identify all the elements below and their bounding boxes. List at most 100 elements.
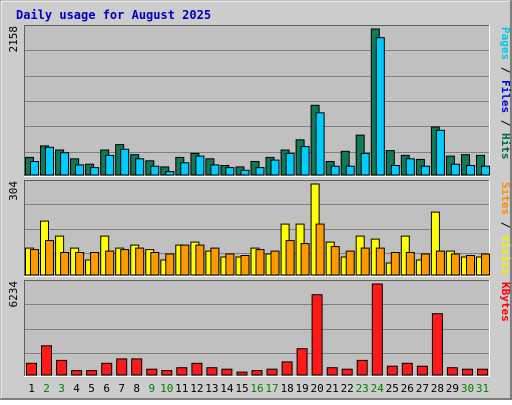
x-tick-label-18: 18 — [280, 382, 293, 395]
bar-visits-sites-4 — [75, 252, 85, 276]
bar-hits-files-15 — [240, 169, 250, 176]
bar-hits-files-14 — [225, 167, 235, 176]
bar-hits-files-30 — [466, 165, 475, 176]
x-tick-label-13: 13 — [205, 382, 218, 395]
bar-hits-files-16 — [255, 167, 265, 176]
bar-hits-files-2 — [45, 146, 54, 176]
bar-hits-files-26 — [405, 158, 415, 176]
bar-visits-sites-9 — [150, 252, 160, 276]
bar-kbytes-kbytes-6 — [101, 362, 113, 376]
x-tick-label-14: 14 — [220, 382, 234, 395]
bar-visits-sites-6 — [105, 250, 115, 276]
bar-hits-hits-10 — [160, 166, 170, 176]
bar-kbytes-kbytes-11 — [176, 367, 188, 376]
y-max-label-kbytes: 6234 — [7, 281, 20, 308]
chart-title: Daily usage for August 2025 — [16, 8, 211, 22]
bar-kbytes-kbytes-9 — [146, 368, 158, 376]
bar-kbytes-kbytes-14 — [221, 368, 233, 376]
bar-visits-sites-2 — [45, 240, 54, 276]
x-tick-label-3: 3 — [58, 382, 65, 395]
bar-kbytes-kbytes-27 — [416, 365, 428, 376]
x-tick-label-28: 28 — [431, 382, 444, 395]
x-tick-label-10: 10 — [160, 382, 173, 395]
bar-visits-visits-28 — [430, 211, 440, 276]
plot-area-kbytes — [24, 280, 490, 377]
bar-visits-sites-31 — [481, 253, 490, 276]
legend-entry: / — [499, 215, 512, 235]
legend-entry: Visits — [499, 235, 512, 275]
x-tick-label-20: 20 — [310, 382, 323, 395]
bar-hits-files-23 — [360, 152, 370, 176]
bar-hits-hits-31 — [476, 154, 485, 176]
bar-hits-files-19 — [300, 146, 310, 176]
bar-hits-files-9 — [150, 165, 160, 176]
x-tick-label-9: 9 — [148, 382, 155, 395]
bar-visits-sites-13 — [210, 247, 220, 276]
bar-hits-hits-22 — [340, 150, 350, 176]
bar-hits-files-12 — [195, 155, 205, 176]
x-tick-label-30: 30 — [461, 382, 474, 395]
bar-hits-files-5 — [90, 167, 100, 176]
legend-entry: / — [499, 60, 512, 80]
bar-hits-files-22 — [345, 165, 355, 176]
bar-hits-files-31 — [481, 165, 490, 176]
bar-kbytes-kbytes-3 — [56, 359, 68, 376]
bar-visits-sites-27 — [420, 253, 430, 276]
bar-visits-sites-19 — [300, 243, 310, 276]
bar-hits-files-20 — [315, 112, 325, 176]
bar-hits-files-21 — [330, 165, 340, 176]
x-tick-labels: 1 2 3 4 5 6 7 8 9 10 11 12 13 14 15 16 17 18 19 20 21 22 23 24 2… — [28, 382, 489, 395]
x-tick-label-21: 21 — [326, 382, 339, 395]
x-tick-label-8: 8 — [133, 382, 140, 395]
legend-entry: KBytes — [499, 282, 512, 322]
legend-entry: Files — [499, 80, 512, 113]
bar-kbytes-kbytes-2 — [41, 345, 52, 376]
y-max-label-hits: 2158 — [7, 26, 20, 53]
legend-kbytes: KBytes — [499, 282, 512, 322]
panel-visits: 304 Sites / Visits — [7, 180, 512, 277]
y-max-label-visits: 304 — [7, 181, 20, 201]
x-tick-label-7: 7 — [118, 382, 125, 395]
bar-visits-sites-24 — [375, 247, 385, 276]
bar-visits-sites-21 — [330, 246, 340, 276]
bar-kbytes-kbytes-26 — [401, 362, 413, 376]
bar-hits-hits-30 — [461, 154, 470, 176]
x-tick-label-15: 15 — [235, 382, 248, 395]
bar-visits-sites-14 — [225, 253, 235, 276]
bar-hits-files-13 — [210, 164, 220, 176]
bar-visits-sites-30 — [466, 255, 475, 276]
bar-hits-files-6 — [105, 154, 115, 176]
x-tick-label-29: 29 — [446, 382, 459, 395]
x-tick-label-2: 2 — [43, 382, 50, 395]
bar-kbytes-kbytes-13 — [206, 367, 218, 376]
bar-hits-files-27 — [420, 165, 430, 176]
panel-hits: 2158 Pages / Files / Hits — [7, 25, 512, 177]
bar-visits-sites-11 — [180, 244, 190, 276]
bar-kbytes-kbytes-22 — [341, 368, 353, 376]
bar-visits-sites-15 — [240, 255, 250, 276]
x-tick-label-19: 19 — [295, 382, 308, 395]
x-tick-label-12: 12 — [190, 382, 203, 395]
x-tick-label-25: 25 — [386, 382, 399, 395]
bar-kbytes-kbytes-21 — [326, 367, 338, 376]
x-tick-label-1: 1 — [28, 382, 35, 395]
x-tick-label-26: 26 — [401, 382, 414, 395]
x-tick-label-22: 22 — [341, 382, 354, 395]
x-tick-label-11: 11 — [175, 382, 188, 395]
legend-entry: Pages — [499, 27, 512, 60]
bar-visits-sites-10 — [165, 253, 175, 276]
bar-kbytes-kbytes-20 — [311, 294, 323, 376]
bar-hits-files-25 — [390, 165, 400, 176]
bar-hits-files-11 — [180, 162, 190, 176]
legend-hits: Pages / Files / Hits — [499, 27, 512, 160]
bar-visits-sites-1 — [30, 249, 39, 276]
bar-visits-sites-18 — [285, 240, 295, 276]
bar-visits-sites-22 — [345, 250, 355, 276]
x-tick-label-31: 31 — [476, 382, 489, 395]
bar-hits-files-29 — [450, 163, 460, 176]
bar-kbytes-kbytes-10 — [161, 370, 173, 376]
bar-hits-files-17 — [270, 159, 280, 176]
bar-kbytes-kbytes-25 — [386, 365, 398, 376]
